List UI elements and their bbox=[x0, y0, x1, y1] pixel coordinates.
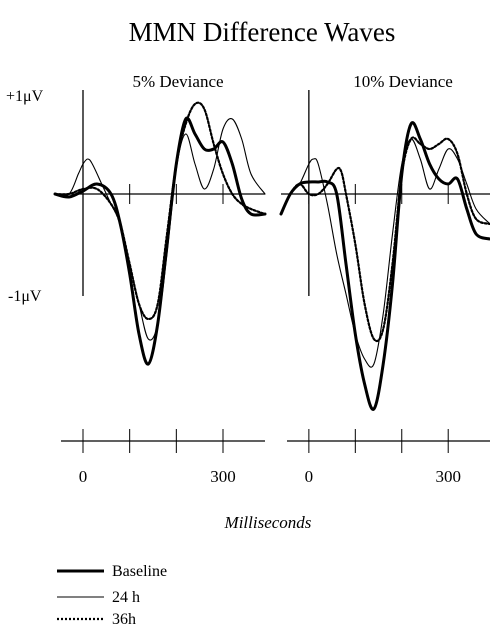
panel-5pct-deviance: 5% Deviance 0 300 bbox=[53, 72, 267, 486]
x-tick-label: 300 bbox=[435, 467, 461, 486]
legend-label: 24 h bbox=[112, 589, 140, 606]
y-tick-label-bottom: -1μV bbox=[8, 288, 42, 305]
legend: Baseline 24 h 36h bbox=[57, 563, 167, 628]
x-tick-label: 0 bbox=[305, 467, 314, 486]
series-line-baseline bbox=[279, 121, 490, 411]
series-line-baseline bbox=[53, 116, 267, 366]
panel-10pct-deviance: 10% Deviance 0 300 bbox=[279, 72, 490, 486]
x-axis-label: Milliseconds bbox=[224, 513, 312, 532]
series-line-36h bbox=[53, 101, 267, 321]
legend-label: Baseline bbox=[112, 563, 167, 580]
y-tick-label-top: +1μV bbox=[6, 88, 44, 105]
series-line-36h bbox=[279, 136, 490, 343]
legend-label: 36h bbox=[112, 611, 136, 628]
panel-title: 5% Deviance bbox=[132, 72, 223, 91]
panel-title: 10% Deviance bbox=[353, 72, 453, 91]
x-tick-label: 0 bbox=[79, 467, 88, 486]
x-tick-label: 300 bbox=[210, 467, 236, 486]
chart-title: MMN Difference Waves bbox=[129, 17, 396, 47]
series-line-24h bbox=[280, 138, 490, 368]
